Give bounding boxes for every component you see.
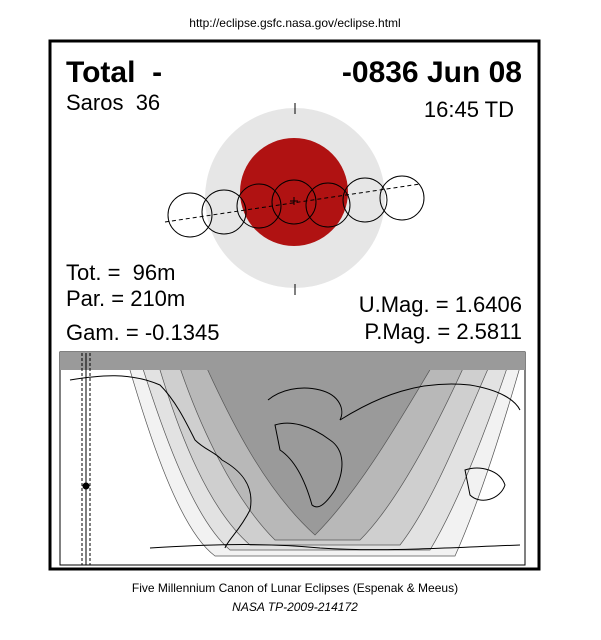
eclipse-date: -0836 Jun 08 <box>342 56 522 89</box>
eclipse-geometry <box>164 103 425 295</box>
url: http://eclipse.gsfc.nasa.gov/eclipse.htm… <box>189 16 400 30</box>
penumbral-magnitude: P.Mag. = 2.5811 <box>364 319 522 344</box>
time: 16:45 TD <box>424 97 514 122</box>
world-map <box>59 351 526 566</box>
umbral-magnitude: U.Mag. = 1.6406 <box>359 292 522 317</box>
saros: Saros 36 <box>66 90 160 115</box>
partial-duration: Par. = 210m <box>66 286 185 311</box>
eclipse-type: Total - <box>66 56 162 89</box>
gamma: Gam. = -0.1345 <box>66 320 219 345</box>
footer-ref: NASA TP-2009-214172 <box>232 600 358 614</box>
footer-title: Five Millennium Canon of Lunar Eclipses … <box>132 581 458 595</box>
totality-duration: Tot. = 96m <box>66 260 175 285</box>
